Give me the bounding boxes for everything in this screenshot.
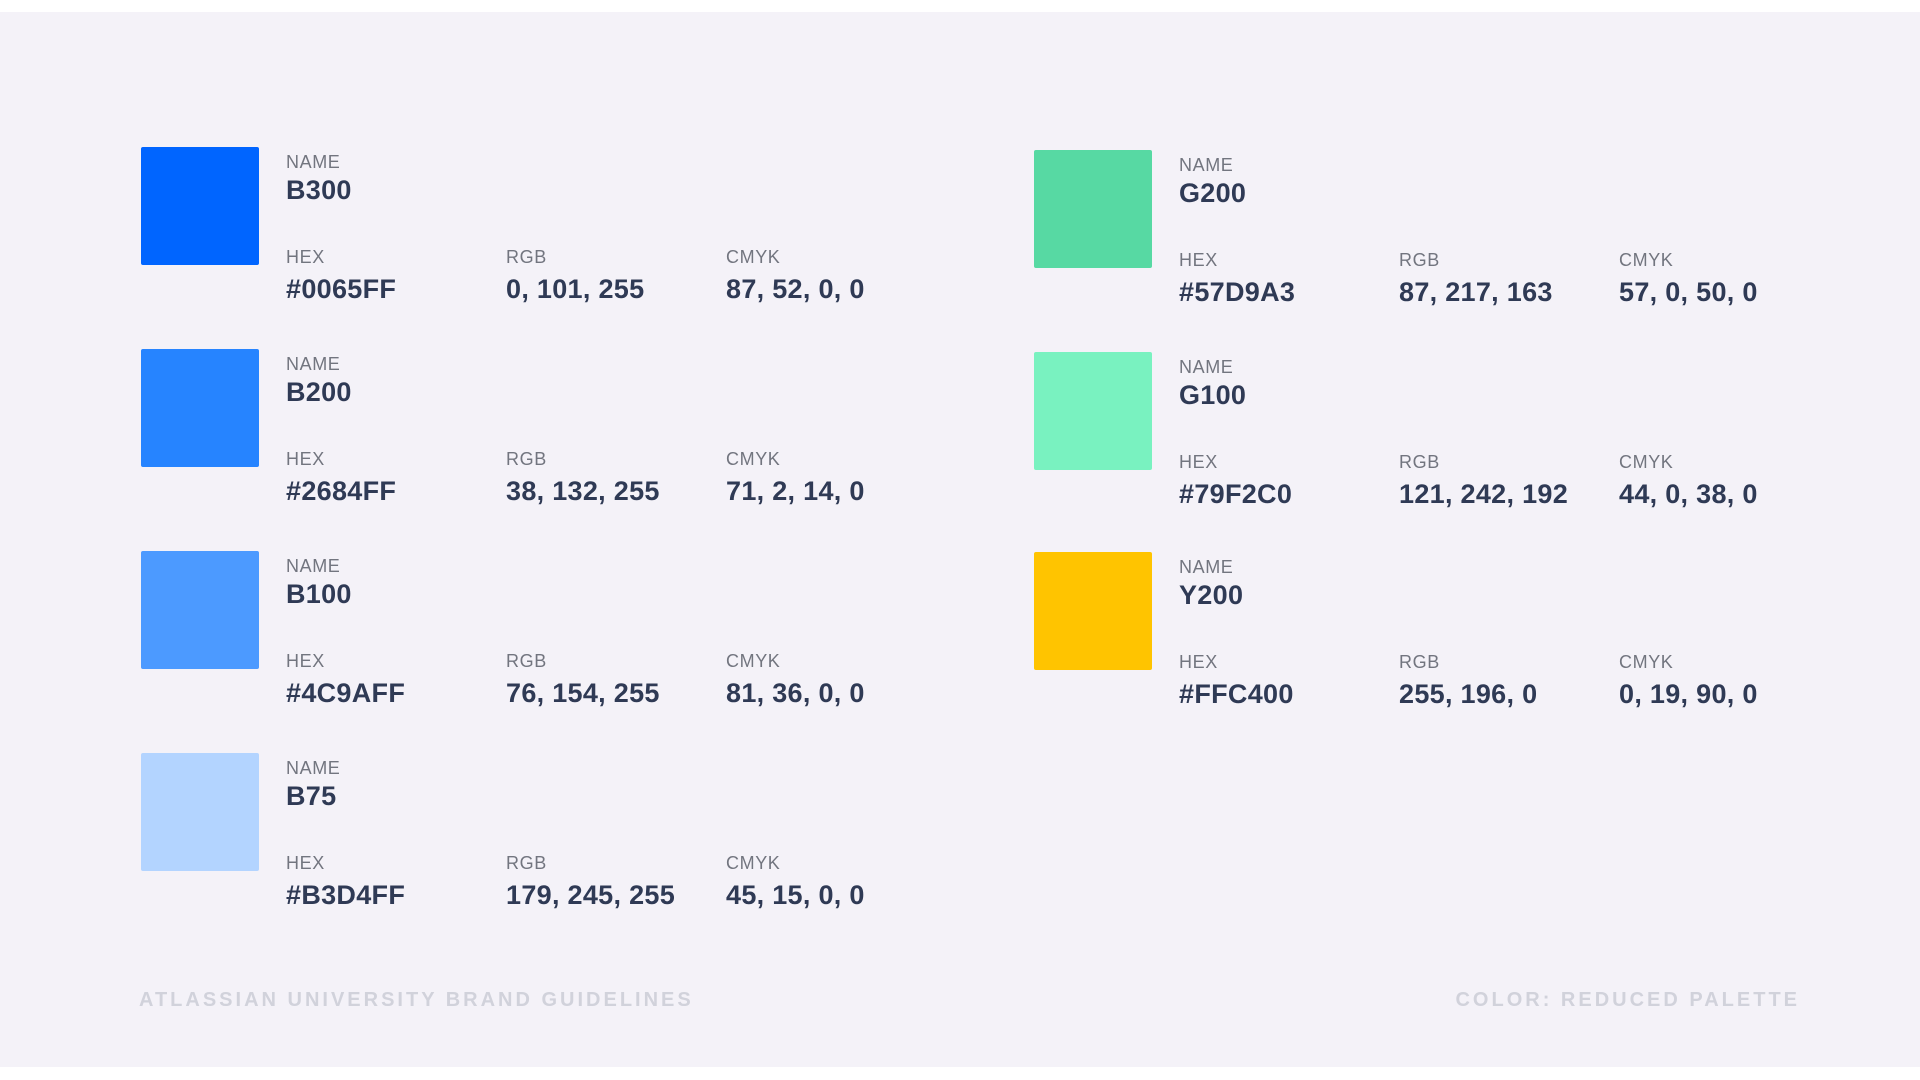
name-field-label: NAME (1179, 557, 1234, 577)
rgb-value: 179, 245, 255 (506, 880, 676, 910)
color-card-b75: NAME B75 HEX #B3D4FF RGB 179, 245, 255 C… (141, 753, 864, 933)
rgb-spec: RGB 87, 217, 163 (1399, 251, 1553, 308)
name-field-label: NAME (1179, 357, 1234, 377)
color-name: B300 (286, 175, 352, 205)
hex-value: #57D9A3 (1179, 277, 1296, 307)
hex-field-label: HEX (286, 853, 325, 873)
color-swatch-b75 (141, 753, 259, 871)
hex-spec: HEX #0065FF (286, 248, 396, 305)
hex-value: #FFC400 (1179, 679, 1294, 709)
rgb-spec: RGB 179, 245, 255 (506, 854, 675, 911)
rgb-spec: RGB 121, 242, 192 (1399, 453, 1568, 510)
rgb-value: 0, 101, 255 (506, 274, 645, 304)
color-name: B200 (286, 377, 352, 407)
cmyk-field-label: CMYK (1619, 250, 1674, 270)
rgb-field-label: RGB (1399, 250, 1440, 270)
cmyk-value: 57, 0, 50, 0 (1619, 277, 1758, 307)
cmyk-value: 45, 15, 0, 0 (726, 880, 865, 910)
color-name: Y200 (1179, 580, 1244, 610)
rgb-spec: RGB 38, 132, 255 (506, 450, 660, 507)
hex-spec: HEX #FFC400 (1179, 653, 1294, 710)
color-name: B75 (286, 781, 337, 811)
hex-spec: HEX #2684FF (286, 450, 396, 507)
rgb-spec: RGB 255, 196, 0 (1399, 653, 1537, 710)
hex-field-label: HEX (286, 449, 325, 469)
cmyk-field-label: CMYK (726, 449, 781, 469)
cmyk-value: 81, 36, 0, 0 (726, 678, 865, 708)
color-card-b100: NAME B100 HEX #4C9AFF RGB 76, 154, 255 C… (141, 551, 864, 731)
color-swatch-b300 (141, 147, 259, 265)
color-swatch-g100 (1034, 352, 1152, 470)
color-card-b300: NAME B300 HEX #0065FF RGB 0, 101, 255 CM… (141, 147, 864, 327)
cmyk-field-label: CMYK (726, 247, 781, 267)
color-swatch-b100 (141, 551, 259, 669)
rgb-field-label: RGB (506, 853, 547, 873)
hex-field-label: HEX (286, 651, 325, 671)
rgb-value: 255, 196, 0 (1399, 679, 1538, 709)
cmyk-spec: CMYK 44, 0, 38, 0 (1619, 453, 1758, 510)
color-card-y200: NAME Y200 HEX #FFC400 RGB 255, 196, 0 CM… (1034, 552, 1757, 732)
hex-value: #79F2C0 (1179, 479, 1293, 509)
rgb-field-label: RGB (506, 449, 547, 469)
hex-spec: HEX #B3D4FF (286, 854, 405, 911)
cmyk-spec: CMYK 87, 52, 0, 0 (726, 248, 865, 305)
slide-panel: NAME B300 HEX #0065FF RGB 0, 101, 255 CM… (0, 12, 1920, 1067)
name-field-label: NAME (1179, 155, 1234, 175)
cmyk-field-label: CMYK (726, 853, 781, 873)
color-swatch-g200 (1034, 150, 1152, 268)
rgb-field-label: RGB (1399, 452, 1440, 472)
rgb-value: 121, 242, 192 (1399, 479, 1569, 509)
rgb-spec: RGB 76, 154, 255 (506, 652, 660, 709)
rgb-field-label: RGB (506, 247, 547, 267)
cmyk-value: 44, 0, 38, 0 (1619, 479, 1758, 509)
rgb-field-label: RGB (506, 651, 547, 671)
hex-field-label: HEX (1179, 250, 1218, 270)
cmyk-field-label: CMYK (1619, 452, 1674, 472)
hex-spec: HEX #57D9A3 (1179, 251, 1295, 308)
color-card-g100: NAME G100 HEX #79F2C0 RGB 121, 242, 192 … (1034, 352, 1757, 532)
cmyk-value: 71, 2, 14, 0 (726, 476, 865, 506)
hex-spec: HEX #79F2C0 (1179, 453, 1292, 510)
color-swatch-y200 (1034, 552, 1152, 670)
color-name: G200 (1179, 178, 1247, 208)
name-field-label: NAME (286, 354, 341, 374)
cmyk-field-label: CMYK (1619, 652, 1674, 672)
color-name: B100 (286, 579, 352, 609)
rgb-value: 76, 154, 255 (506, 678, 660, 708)
cmyk-value: 0, 19, 90, 0 (1619, 679, 1758, 709)
color-card-b200: NAME B200 HEX #2684FF RGB 38, 132, 255 C… (141, 349, 864, 529)
hex-field-label: HEX (1179, 652, 1218, 672)
cmyk-spec: CMYK 71, 2, 14, 0 (726, 450, 865, 507)
cmyk-spec: CMYK 81, 36, 0, 0 (726, 652, 865, 709)
name-field-label: NAME (286, 152, 341, 172)
rgb-value: 38, 132, 255 (506, 476, 660, 506)
hex-field-label: HEX (1179, 452, 1218, 472)
footer-section-title: COLOR: REDUCED PALETTE (1455, 989, 1800, 1011)
cmyk-spec: CMYK 57, 0, 50, 0 (1619, 251, 1758, 308)
footer-brand-title: ATLASSIAN UNIVERSITY BRAND GUIDELINES (139, 989, 694, 1011)
cmyk-spec: CMYK 0, 19, 90, 0 (1619, 653, 1758, 710)
hex-value: #2684FF (286, 476, 397, 506)
hex-value: #4C9AFF (286, 678, 406, 708)
name-field-label: NAME (286, 758, 341, 778)
hex-field-label: HEX (286, 247, 325, 267)
hex-value: #B3D4FF (286, 880, 406, 910)
rgb-value: 87, 217, 163 (1399, 277, 1553, 307)
cmyk-field-label: CMYK (726, 651, 781, 671)
color-card-g200: NAME G200 HEX #57D9A3 RGB 87, 217, 163 C… (1034, 150, 1757, 330)
rgb-spec: RGB 0, 101, 255 (506, 248, 644, 305)
cmyk-spec: CMYK 45, 15, 0, 0 (726, 854, 865, 911)
name-field-label: NAME (286, 556, 341, 576)
cmyk-value: 87, 52, 0, 0 (726, 274, 865, 304)
hex-spec: HEX #4C9AFF (286, 652, 405, 709)
color-name: G100 (1179, 380, 1247, 410)
color-swatch-b200 (141, 349, 259, 467)
rgb-field-label: RGB (1399, 652, 1440, 672)
hex-value: #0065FF (286, 274, 397, 304)
